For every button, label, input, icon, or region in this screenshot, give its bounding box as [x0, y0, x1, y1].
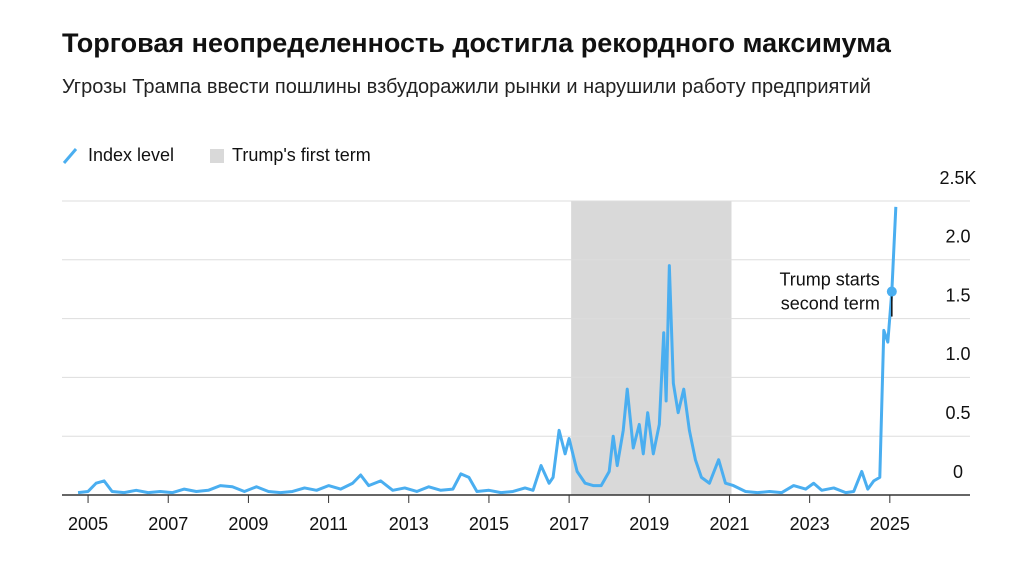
- shade-region: [571, 201, 732, 495]
- y-tick-label: 0: [953, 462, 963, 482]
- chart-title: Торговая неопределенность достигла рекор…: [62, 28, 891, 58]
- annotation-point: [886, 286, 897, 297]
- legend-swatch: [210, 149, 224, 163]
- x-tick-label: 2009: [228, 514, 268, 534]
- y-tick-label: 2.5K: [939, 168, 976, 188]
- legend-label: Index level: [88, 145, 174, 165]
- x-tick-label: 2019: [629, 514, 669, 534]
- x-tick-label: 2017: [549, 514, 589, 534]
- annotation-text: Trump starts: [779, 269, 879, 289]
- x-tick-label: 2023: [790, 514, 830, 534]
- y-tick-label: 2.0: [945, 227, 970, 247]
- x-tick-label: 2011: [309, 514, 348, 534]
- x-tick-label: 2025: [870, 514, 910, 534]
- y-tick-label: 1.5: [945, 285, 970, 305]
- legend-label: Trump's first term: [232, 145, 371, 165]
- x-tick-label: 2007: [148, 514, 188, 534]
- x-tick-label: 2021: [709, 514, 749, 534]
- data-line: [77, 206, 898, 495]
- x-tick-label: 2005: [68, 514, 108, 534]
- chart-subtitle: Угрозы Трампа ввести пошлины взбудоражил…: [62, 76, 871, 98]
- y-tick-label: 1.0: [945, 344, 970, 364]
- annotation-text: second term: [781, 293, 880, 313]
- x-tick-label: 2013: [389, 514, 429, 534]
- x-tick-label: 2015: [469, 514, 509, 534]
- legend-swatch: [62, 148, 78, 164]
- y-tick-label: 0.5: [945, 403, 970, 423]
